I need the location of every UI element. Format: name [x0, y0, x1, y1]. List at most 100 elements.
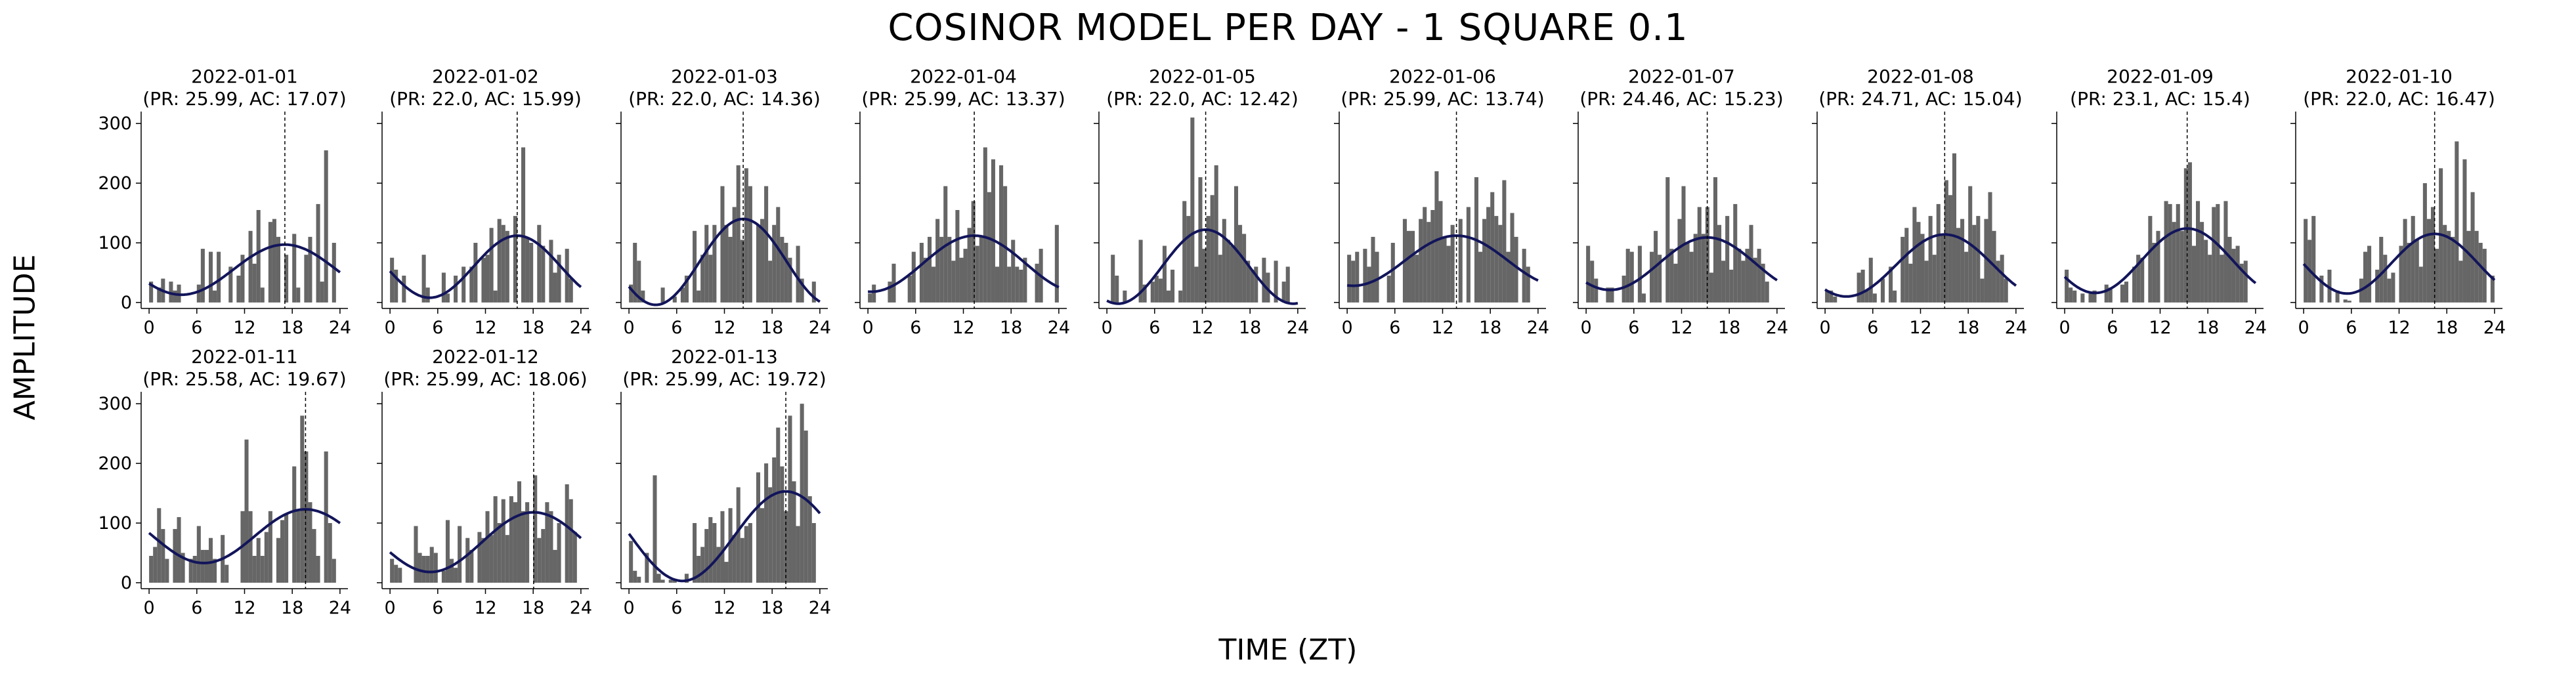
bar [485, 255, 490, 303]
bar [740, 240, 744, 303]
x-tick-label: 12 [1431, 318, 1453, 338]
subplot-params-subtitle: (PR: 22.0, AC: 14.36) [628, 88, 821, 110]
bar [557, 255, 561, 303]
bar [2451, 236, 2455, 303]
bar [1498, 224, 1503, 303]
bar [633, 570, 637, 583]
bar [923, 257, 928, 303]
bar [995, 266, 1000, 303]
x-tick-label: 12 [1191, 318, 1213, 338]
bar [196, 526, 201, 583]
bar [1761, 263, 1765, 303]
x-tick-label: 12 [1909, 318, 1931, 338]
bar [768, 487, 773, 583]
bar [1860, 269, 1865, 303]
bar [704, 529, 709, 583]
bar [256, 210, 261, 303]
bar [2176, 203, 2180, 303]
bar [2387, 278, 2392, 303]
bar [196, 284, 201, 303]
bar [1458, 219, 1463, 303]
bar [465, 537, 470, 583]
bar [1900, 236, 1905, 303]
bar [1988, 192, 1992, 303]
bar [2379, 236, 2384, 303]
cosinor-fit-curve [628, 490, 821, 583]
bar [760, 508, 765, 583]
bar [1658, 255, 1662, 303]
y-tick-label: 100 [98, 513, 132, 534]
bar [402, 276, 406, 303]
bar [959, 257, 964, 303]
bar [1415, 255, 1419, 303]
bar [1980, 278, 1985, 303]
x-tick-label: 0 [385, 598, 396, 618]
bar [2407, 243, 2411, 303]
bar [1419, 219, 1423, 303]
bar [2187, 162, 2192, 303]
subplot-2022-01-02: 2022-01-02(PR: 22.0, AC: 15.99) 0 6 12 18 24 [377, 66, 592, 338]
bar [489, 535, 494, 583]
bar [1202, 249, 1207, 303]
bar [2490, 276, 2495, 303]
bar [1721, 261, 1726, 303]
bar [165, 558, 169, 583]
bar [252, 556, 257, 583]
x-tick-label: 24 [1048, 318, 1070, 338]
bar [1857, 272, 1861, 303]
bar [1641, 293, 1646, 303]
bar [1430, 210, 1435, 303]
bar [268, 511, 272, 583]
bar [1486, 207, 1491, 303]
bar [907, 276, 912, 303]
x-tick-label: 12 [713, 318, 735, 338]
bar [308, 236, 312, 303]
cosinor-fit-curve [389, 511, 582, 574]
bar [441, 272, 446, 303]
bar [173, 529, 177, 583]
bar [700, 547, 705, 583]
bar [284, 255, 289, 303]
bar [744, 526, 748, 583]
x-tick-label: 18 [761, 598, 783, 618]
bar [1423, 207, 1427, 303]
bar [2435, 249, 2439, 303]
bar [653, 475, 657, 583]
bar [1709, 272, 1713, 303]
x-tick-label: 6 [1628, 318, 1639, 338]
bar [660, 287, 665, 303]
x-tick-label: 12 [1670, 318, 1692, 338]
bar [740, 537, 744, 583]
bar [1685, 243, 1690, 303]
y-tick-label: 0 [121, 293, 132, 313]
bar [477, 532, 482, 583]
bar [505, 535, 509, 583]
bar [2216, 203, 2220, 303]
figure-title: COSINOR MODEL PER DAY - 1 SQUARE 0.1 [888, 7, 1688, 49]
bar [549, 511, 553, 583]
bar [872, 284, 876, 303]
cosinor-fit-curve [1106, 228, 1299, 305]
bar [732, 535, 737, 583]
bar [720, 186, 725, 303]
subplot-2022-01-11: 2022-01-11(PR: 25.58, AC: 19.67) 0 6 12 18 24… [98, 346, 351, 618]
bar [213, 558, 217, 583]
bar [553, 549, 557, 583]
bar [200, 549, 205, 583]
bar [633, 243, 637, 303]
bar [724, 562, 729, 583]
bar [1234, 186, 1239, 303]
bar [1621, 276, 1626, 303]
bar [1035, 263, 1039, 303]
bar [1996, 261, 2000, 303]
bar [332, 243, 336, 303]
bar [1984, 219, 1988, 303]
x-tick-label: 0 [1342, 318, 1353, 338]
subplot-2022-01-10: 2022-01-10(PR: 22.0, AC: 16.47) 0 6 12 18 24 [2290, 66, 2506, 338]
bar [1893, 290, 1897, 303]
bar [1717, 224, 1722, 303]
bar [800, 278, 804, 303]
bar [324, 451, 328, 583]
bar [2363, 251, 2368, 303]
x-tick-label: 18 [281, 318, 303, 338]
